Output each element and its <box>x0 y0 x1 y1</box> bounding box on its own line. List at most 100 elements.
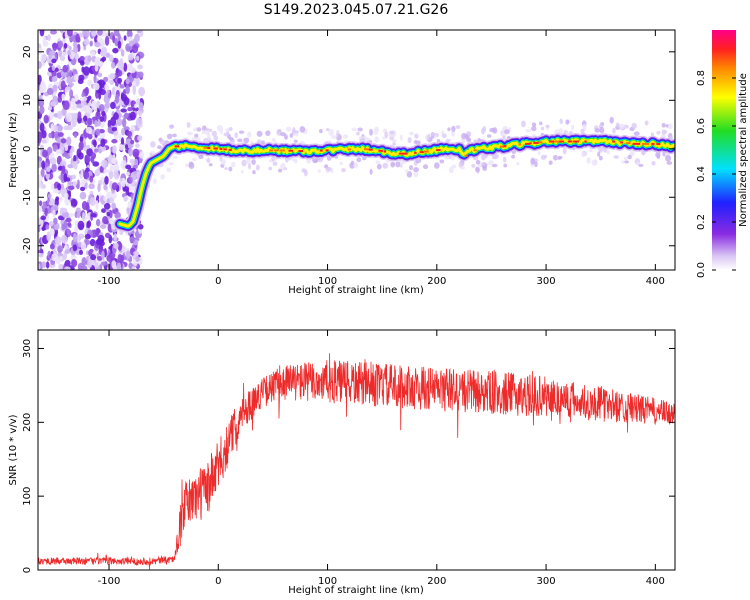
colorbar-tick-label: 0.2 <box>696 214 707 230</box>
noise-dot <box>451 130 456 137</box>
noise-dot <box>326 166 332 172</box>
noise-dot <box>137 64 143 70</box>
noise-dot <box>166 167 172 173</box>
x-tick-label: 400 <box>646 276 665 287</box>
noise-dot <box>64 259 71 267</box>
noise-dot <box>63 212 69 218</box>
spectrogram-frame <box>37 29 676 271</box>
noise-dot <box>448 166 454 174</box>
noise-dot <box>49 157 57 165</box>
noise-dot <box>99 165 104 173</box>
noise-dot <box>196 127 202 132</box>
noise-dot <box>38 204 42 213</box>
noise-dot <box>373 128 379 136</box>
noise-dot <box>120 254 125 263</box>
noise-dot <box>71 174 76 180</box>
noise-dot <box>51 58 57 64</box>
noise-dot <box>87 258 93 269</box>
noise-dot <box>245 157 251 165</box>
noise-dot <box>208 163 213 167</box>
noise-dot <box>613 155 619 159</box>
noise-dot <box>633 131 640 136</box>
noise-dot <box>38 242 41 251</box>
noise-dot <box>40 215 47 221</box>
noise-dot <box>166 133 173 140</box>
noise-dot <box>129 158 135 164</box>
noise-dot <box>240 170 244 174</box>
colorbar-tick-label: 0.6 <box>696 118 707 134</box>
noise-dot <box>73 155 77 163</box>
noise-dot <box>168 161 174 166</box>
noise-dot <box>63 42 68 49</box>
noise-dot <box>57 96 63 103</box>
noise-dot <box>531 126 537 132</box>
noise-dot <box>122 186 130 192</box>
noise-dot <box>94 41 101 48</box>
noise-dot <box>120 160 127 170</box>
noise-dot <box>406 171 413 178</box>
snr-y-axis-label: SNR (10 * v/v) <box>8 414 19 485</box>
noise-dot <box>127 30 132 37</box>
noise-dot <box>391 139 397 143</box>
noise-dot <box>112 47 119 54</box>
noise-dot <box>331 135 338 139</box>
noise-dot <box>116 262 122 270</box>
noise-dot <box>666 161 673 165</box>
noise-dot <box>136 30 142 34</box>
noise-dot <box>117 77 123 84</box>
noise-dot <box>138 102 144 111</box>
noise-dot <box>382 162 389 169</box>
noise-dot <box>207 132 211 140</box>
noise-dot <box>131 266 136 270</box>
noise-dot <box>139 151 145 159</box>
y-tick-label: 0 <box>22 567 33 573</box>
noise-dot <box>68 69 73 78</box>
noise-dot <box>599 126 605 134</box>
noise-dot <box>89 40 93 47</box>
noise-dot <box>120 245 127 252</box>
noise-dot <box>525 129 532 133</box>
noise-dot <box>91 30 97 37</box>
noise-dot <box>101 159 108 168</box>
noise-dot <box>278 168 283 173</box>
noise-dot <box>328 128 334 136</box>
noise-dot <box>521 120 526 128</box>
noise-dot <box>220 158 226 166</box>
noise-dot <box>60 80 66 91</box>
noise-dot <box>56 137 62 144</box>
noise-dot <box>110 116 117 127</box>
noise-dot <box>427 133 431 141</box>
noise-dot <box>126 46 133 51</box>
noise-dot <box>280 132 286 137</box>
x-tick-label: 400 <box>646 576 665 587</box>
noise-dot <box>138 86 145 97</box>
noise-dot <box>89 238 96 247</box>
noise-dot <box>475 166 480 173</box>
noise-dot <box>41 160 46 170</box>
noise-dot <box>186 122 191 128</box>
noise-dot <box>159 139 166 145</box>
noise-dot <box>129 176 133 183</box>
noise-dot <box>356 131 360 136</box>
noise-dot <box>339 162 343 166</box>
noise-dot <box>83 38 90 46</box>
x-tick-label: 100 <box>318 276 337 287</box>
noise-dot <box>223 132 229 137</box>
noise-dot <box>54 67 59 72</box>
noise-dot <box>96 30 103 36</box>
noise-dot <box>562 147 567 155</box>
noise-dot <box>399 134 403 141</box>
noise-dot <box>39 200 43 207</box>
noise-dot <box>66 76 73 85</box>
noise-dot <box>59 196 63 202</box>
noise-dot <box>376 163 382 170</box>
noise-dot <box>461 132 467 140</box>
noise-dot <box>44 207 48 217</box>
noise-dot <box>87 220 92 228</box>
noise-dot <box>413 170 419 178</box>
noise-dot <box>62 51 67 57</box>
noise-dot <box>94 262 99 269</box>
noise-dot <box>644 120 649 126</box>
noise-dot <box>598 149 603 153</box>
